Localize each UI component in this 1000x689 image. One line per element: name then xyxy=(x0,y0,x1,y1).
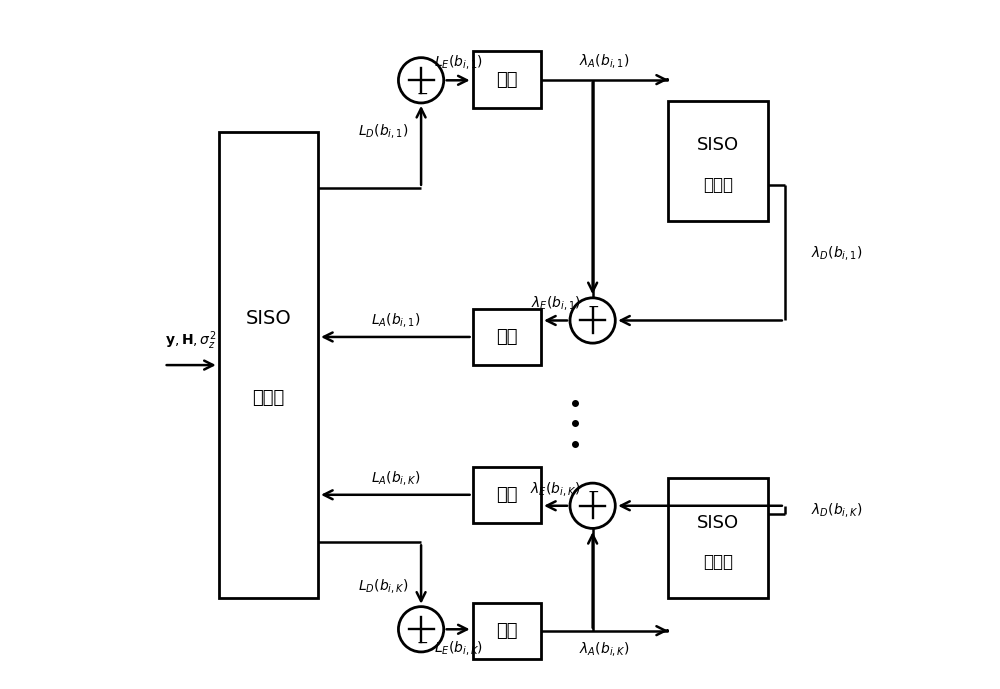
Text: $\lambda_D(b_{i,1})$: $\lambda_D(b_{i,1})$ xyxy=(811,244,862,262)
Text: 加扰: 加扰 xyxy=(496,328,518,346)
Text: $\mathbf{y},\mathbf{H},\sigma_z^2$: $\mathbf{y},\mathbf{H},\sigma_z^2$ xyxy=(165,330,217,352)
Text: $L_E(b_{i,1})$: $L_E(b_{i,1})$ xyxy=(434,53,483,71)
Text: $L_A(b_{i,K})$: $L_A(b_{i,K})$ xyxy=(371,469,420,486)
Text: $\lambda_A(b_{i,1})$: $\lambda_A(b_{i,1})$ xyxy=(579,52,630,70)
Bar xyxy=(219,132,318,599)
Circle shape xyxy=(398,606,444,652)
Text: SISO: SISO xyxy=(246,309,291,328)
Circle shape xyxy=(570,298,615,343)
Bar xyxy=(668,101,768,221)
Circle shape xyxy=(570,483,615,528)
Bar xyxy=(668,478,768,599)
Text: $L_D(b_{i,1})$: $L_D(b_{i,1})$ xyxy=(358,121,408,140)
Circle shape xyxy=(398,58,444,103)
Bar xyxy=(473,52,541,107)
Text: $\lambda_E(b_{i,1})$: $\lambda_E(b_{i,1})$ xyxy=(531,294,581,312)
Text: −: − xyxy=(588,300,600,313)
Bar xyxy=(473,602,541,659)
Text: $\lambda_A(b_{i,K})$: $\lambda_A(b_{i,K})$ xyxy=(579,640,630,658)
Text: −: − xyxy=(416,86,428,101)
Bar xyxy=(473,309,541,365)
Text: 译码器: 译码器 xyxy=(703,176,733,194)
Bar xyxy=(473,466,541,523)
Text: $L_D(b_{i,K})$: $L_D(b_{i,K})$ xyxy=(358,577,409,595)
Text: −: − xyxy=(416,635,428,650)
Text: $L_E(b_{i,K})$: $L_E(b_{i,K})$ xyxy=(434,639,483,657)
Text: $\lambda_E(b_{i,K})$: $\lambda_E(b_{i,K})$ xyxy=(530,480,581,497)
Text: $\lambda_D(b_{i,K})$: $\lambda_D(b_{i,K})$ xyxy=(811,501,862,519)
Text: 解扰: 解扰 xyxy=(496,70,518,89)
Text: SISO: SISO xyxy=(697,514,739,532)
Text: $L_A(b_{i,1})$: $L_A(b_{i,1})$ xyxy=(371,311,420,329)
Text: SISO: SISO xyxy=(697,136,739,154)
Text: 译码器: 译码器 xyxy=(703,553,733,571)
Text: 加扰: 加扰 xyxy=(496,486,518,504)
Text: 解扰: 解扰 xyxy=(496,621,518,639)
Text: −: − xyxy=(588,485,600,499)
Text: 检测器: 检测器 xyxy=(252,389,285,407)
